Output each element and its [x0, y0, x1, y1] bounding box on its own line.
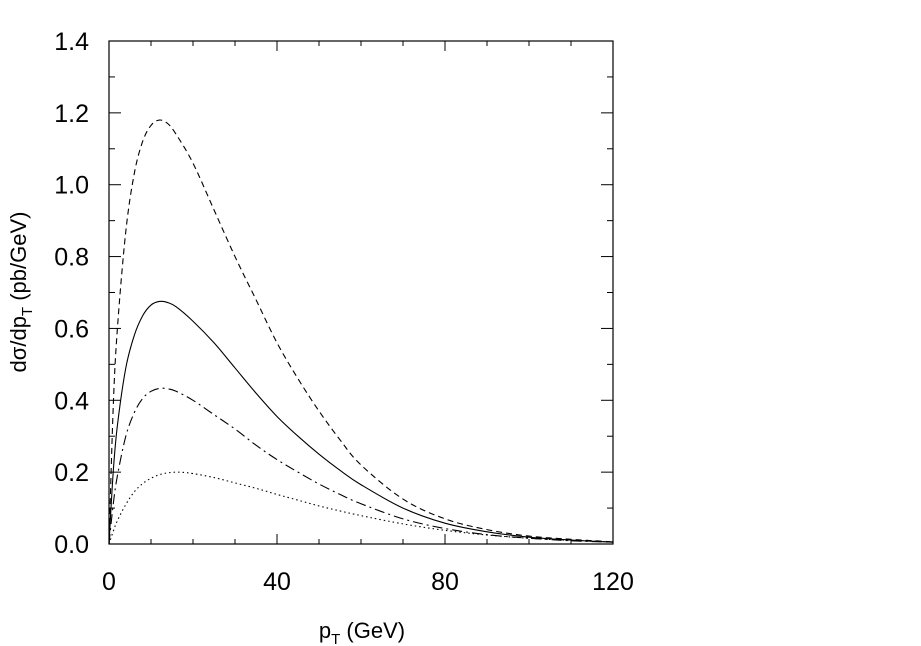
y-tick-label: 0.6 — [54, 315, 89, 343]
y-tick-label: 1.0 — [54, 172, 89, 200]
y-axis-label: dσ/dpT (pb/GeV) — [6, 212, 36, 373]
series-line-dash-dot — [108, 387, 614, 545]
y-tick-label: 1.2 — [54, 100, 89, 128]
y-tick-label: 0.2 — [54, 459, 89, 487]
plot-frame — [108, 40, 614, 545]
x-tick-label: 40 — [263, 568, 291, 596]
x-axis-label: pT (GeV) — [319, 618, 405, 646]
x-tick-label: 80 — [431, 568, 459, 596]
x-tick-label: 0 — [102, 568, 116, 596]
y-tick-label: 0.4 — [54, 387, 89, 415]
y-tick-label: 0.0 — [54, 531, 89, 559]
series-layer — [108, 119, 614, 545]
tick-labels: 0 40 80 120 0.0 0.2 0.4 0.6 0.8 1.0 1.2 1.4 — [54, 28, 634, 596]
y-tick-label: 0.8 — [54, 244, 89, 272]
series-line-dotted — [108, 471, 614, 545]
x-tick-label: 120 — [592, 568, 634, 596]
axis-ticks — [108, 40, 614, 545]
series-line-solid — [108, 300, 614, 545]
series-line-dashed — [108, 119, 614, 545]
y-tick-label: 1.4 — [54, 28, 89, 56]
